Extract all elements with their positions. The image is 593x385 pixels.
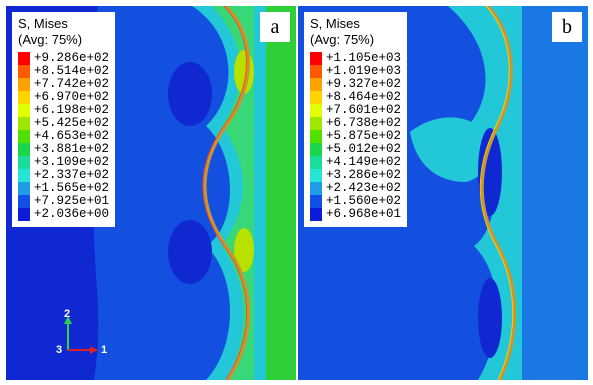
legend-swatch [18,195,30,208]
legend-value: +6.968e+01 [326,207,402,221]
legend-swatch [18,169,30,182]
contour-plot-a: S, Mises (Avg: 75%) +9.286e+02 +8.514e+02… [6,6,296,380]
legend-row: +8.514e+02 [18,65,109,78]
legend-row: +7.742e+02 [18,78,109,91]
legend-swatch [310,104,322,117]
legend-row: +6.198e+02 [18,104,109,117]
legend-value: +1.560e+02 [326,194,402,208]
legend-row: +9.327e+02 [310,78,401,91]
legend-row: +9.286e+02 [18,52,109,65]
legend-row: +2.337e+02 [18,169,109,182]
legend-row: +4.149e+02 [310,156,401,169]
legend-row: +1.105e+03 [310,52,401,65]
triad-label-2: 2 [64,308,71,320]
panel-label-b: b [552,12,582,42]
legend-title: S, Mises [18,16,68,31]
legend-row: +5.875e+02 [310,130,401,143]
legend-row: +6.968e+01 [310,208,401,221]
legend-swatch [18,52,30,65]
legend-swatch [310,156,322,169]
legend-value: +6.198e+02 [34,103,110,117]
legend-row: +7.601e+02 [310,104,401,117]
legend-value: +9.327e+02 [326,77,402,91]
coordinate-triad: 2 3 1 [54,308,114,360]
legend-value: +9.286e+02 [34,51,110,65]
legend-swatch [310,195,322,208]
legend-swatch [18,65,30,78]
legend-value: +5.875e+02 [326,129,402,143]
legend-row: +1.560e+02 [310,195,401,208]
legend-swatch [18,117,30,130]
legend-value: +8.514e+02 [34,64,110,78]
legend-swatch [18,156,30,169]
triad-arrows-icon [64,316,98,354]
legend-swatch [310,78,322,91]
legend-swatch [310,143,322,156]
legend-swatch [18,130,30,143]
legend-swatch [310,65,322,78]
legend-value: +5.012e+02 [326,142,402,156]
legend-value: +7.742e+02 [34,77,110,91]
legend-swatch [310,52,322,65]
legend-swatch [310,169,322,182]
legend-row: +5.012e+02 [310,143,401,156]
legend-value: +2.423e+02 [326,181,402,195]
legend-swatch [310,117,322,130]
triad-label-1: 1 [101,344,108,356]
triad-label-3: 3 [56,344,63,356]
legend-value: +4.149e+02 [326,155,402,169]
legend-value: +1.565e+02 [34,181,110,195]
legend-value: +7.925e+01 [34,194,110,208]
legend-swatch [310,130,322,143]
legend-row: +3.109e+02 [18,156,109,169]
legend-value: +3.286e+02 [326,168,402,182]
legend-swatch [18,104,30,117]
legend-swatch [18,208,30,221]
legend-subtitle: (Avg: 75%) [310,32,375,47]
legend-value: +4.653e+02 [34,129,110,143]
legend-swatch [18,91,30,104]
contour-plot-b: S, Mises (Avg: 75%) +1.105e+03 +1.019e+03… [298,6,588,380]
legend-value: +6.738e+02 [326,116,402,130]
legend-row: +3.881e+02 [18,143,109,156]
legend-value: +6.970e+02 [34,90,110,104]
legend-row: +1.019e+03 [310,65,401,78]
legend-a: S, Mises (Avg: 75%) +9.286e+02 +8.514e+02… [12,12,116,227]
legend-swatch [18,182,30,195]
legend-row: +4.653e+02 [18,130,109,143]
legend-value: +2.036e+00 [34,207,110,221]
legend-value: +7.601e+02 [326,103,402,117]
panel-label-a: a [260,12,290,42]
legend-b: S, Mises (Avg: 75%) +1.105e+03 +1.019e+03… [304,12,408,227]
legend-subtitle: (Avg: 75%) [18,32,83,47]
legend-row: +6.738e+02 [310,117,401,130]
legend-row: +5.425e+02 [18,117,109,130]
legend-value: +1.105e+03 [326,51,402,65]
legend-value: +8.464e+02 [326,90,402,104]
legend-swatch [18,143,30,156]
legend-swatch [310,208,322,221]
legend-value: +5.425e+02 [34,116,110,130]
legend-row: +7.925e+01 [18,195,109,208]
legend-swatch [310,182,322,195]
legend-value: +1.019e+03 [326,64,402,78]
legend-value: +2.337e+02 [34,168,110,182]
legend-value: +3.881e+02 [34,142,110,156]
legend-row: +2.423e+02 [310,182,401,195]
legend-value: +3.109e+02 [34,155,110,169]
legend-title: S, Mises [310,16,360,31]
legend-swatch [310,91,322,104]
legend-swatch [18,78,30,91]
legend-row: +1.565e+02 [18,182,109,195]
legend-row: +2.036e+00 [18,208,109,221]
legend-row: +6.970e+02 [18,91,109,104]
legend-row: +3.286e+02 [310,169,401,182]
legend-row: +8.464e+02 [310,91,401,104]
